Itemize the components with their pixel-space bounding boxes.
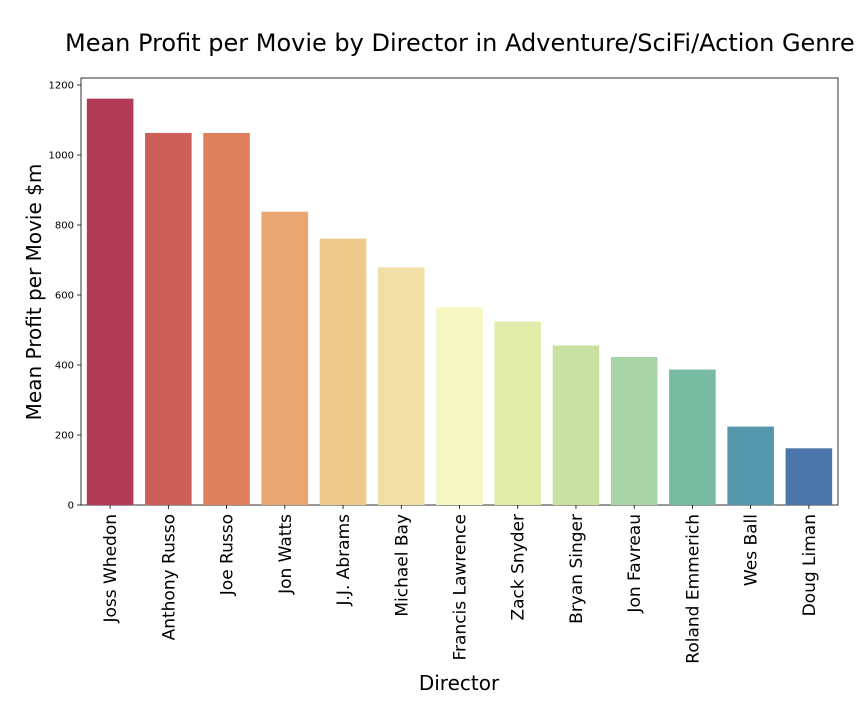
y-tick-label-0: 0 [68,501,74,512]
bar-2 [203,132,250,505]
bar-6 [436,307,483,505]
x-tick-label-10: Roland Emmerich [683,514,703,664]
y-tick-label-3: 600 [55,291,74,302]
bar-0 [86,98,134,506]
x-tick-label-0: Joss Whedon [101,514,121,624]
y-axis-ticks: 0 200 400 600 800 1000 1200 [49,81,81,512]
x-tick-label-6: Francis Lawrence [451,514,471,661]
y-tick-label-6: 1200 [49,81,74,92]
bar-11 [727,426,774,505]
bar-9 [610,356,658,505]
x-tick-label-1: Anthony Russo [159,514,179,640]
bar-4 [319,238,367,505]
x-tick-label-3: Jon Watts [276,514,296,595]
x-axis-ticks: Joss Whedon Anthony Russo Joe Russo Jon Wat… [101,505,820,664]
y-tick-label-4: 800 [55,221,74,232]
x-tick-label-9: Jon Favreau [625,514,645,614]
x-tick-label-4: J.J. Abrams [334,514,354,607]
bars-group [86,98,833,506]
x-tick-label-11: Wes Ball [742,514,762,586]
x-tick-label-7: Zack Snyder [509,514,529,621]
bar-1 [145,132,192,505]
y-tick-label-2: 400 [55,361,74,372]
bar-12 [785,448,833,505]
bar-7 [494,321,542,505]
bar-5 [377,267,425,505]
x-tick-label-12: Doug Liman [800,514,820,616]
x-tick-label-8: Bryan Singer [567,514,587,624]
bar-8 [552,345,600,505]
x-tick-label-5: Michael Bay [392,514,412,617]
y-axis-label: Mean Profit per Movie $m [22,164,46,421]
bar-10 [669,369,716,505]
chart-title: Mean Profit per Movie by Director in Adv… [65,29,855,57]
x-axis-label: Director [419,671,500,695]
y-tick-label-1: 200 [55,431,74,442]
bar-3 [261,211,309,505]
x-tick-label-2: Joe Russo [218,514,238,596]
y-tick-label-5: 1000 [49,151,74,162]
